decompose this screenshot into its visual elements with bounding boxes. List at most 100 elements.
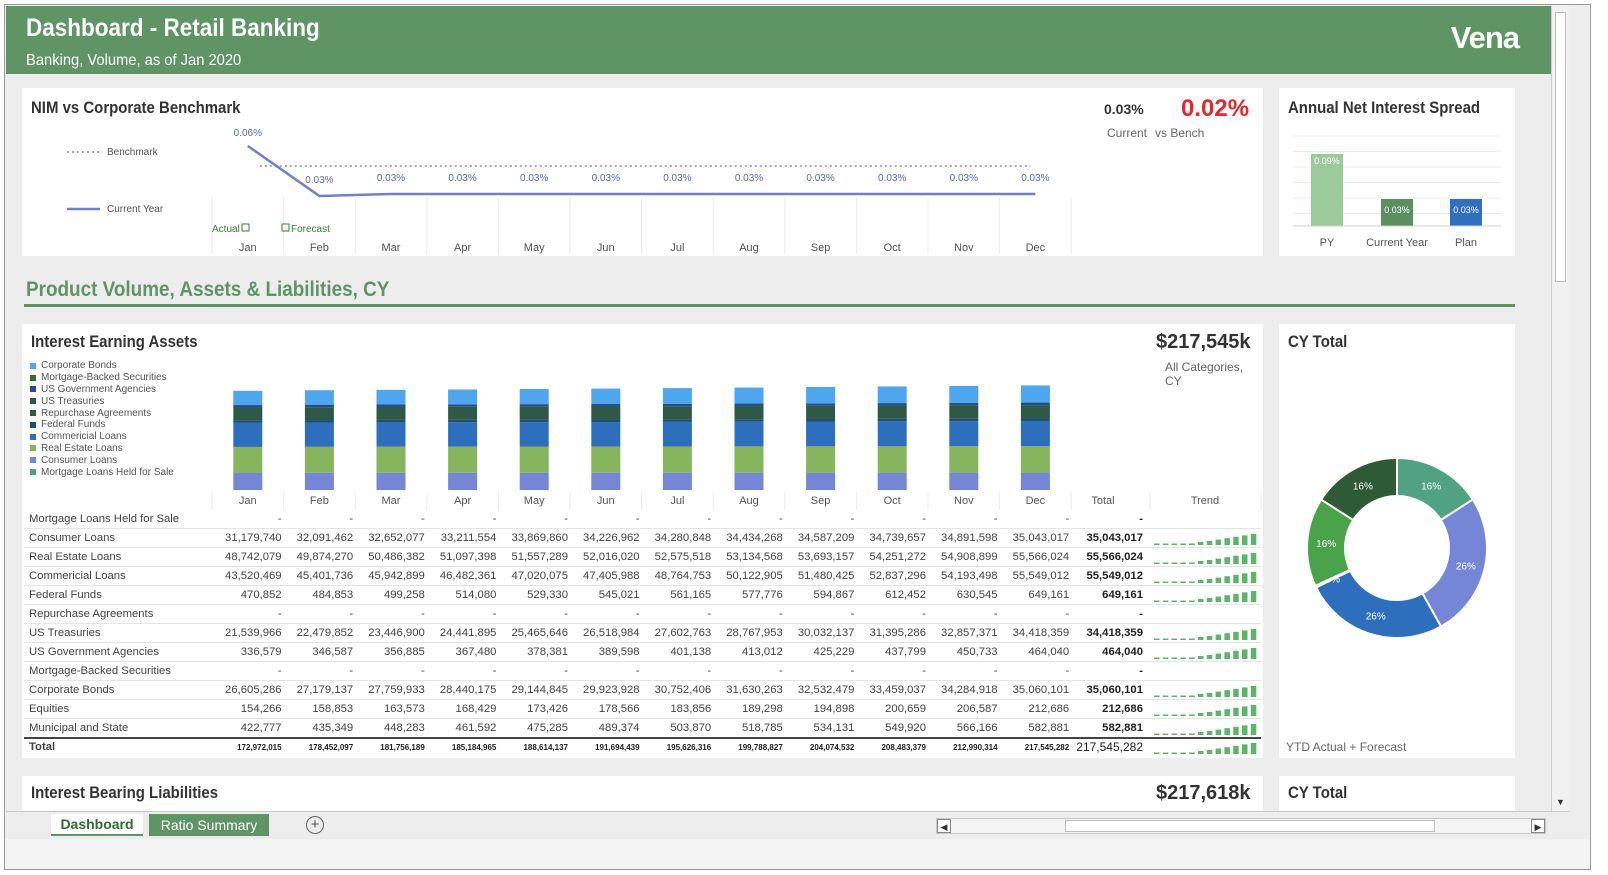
table-cell[interactable]: - (779, 513, 783, 525)
table-cell[interactable]: 48,742,079 (225, 551, 282, 563)
table-cell[interactable]: 55,566,024 (1012, 551, 1070, 563)
table-cell[interactable]: 53,693,157 (797, 551, 855, 563)
table-cell[interactable]: 34,280,848 (654, 532, 712, 544)
table-cell[interactable]: - (922, 513, 926, 525)
table-cell[interactable]: 27,602,763 (654, 627, 712, 639)
table-cell[interactable]: 32,091,462 (296, 532, 354, 544)
table-cell[interactable]: 183,856 (670, 703, 712, 715)
table-cell[interactable]: 51,480,425 (797, 570, 855, 582)
table-cell[interactable]: 577,776 (741, 589, 783, 601)
row-label[interactable]: Federal Funds (29, 589, 102, 601)
table-cell[interactable]: 499,258 (383, 589, 425, 601)
table-cell[interactable]: 630,545 (956, 589, 998, 601)
table-cell[interactable]: 206,587 (956, 703, 998, 715)
table-cell[interactable]: 163,573 (383, 703, 425, 715)
table-cell[interactable]: 489,374 (598, 722, 640, 734)
table-cell[interactable]: - (635, 513, 640, 525)
table-cell[interactable]: - (564, 513, 568, 525)
scroll-left-arrow[interactable]: ◀ (937, 819, 951, 833)
table-cell[interactable]: 549,920 (885, 722, 926, 734)
table-cell[interactable]: 545,021 (598, 589, 640, 601)
table-cell[interactable]: 181,756,189 (380, 743, 425, 752)
table-cell[interactable]: 518,785 (741, 722, 783, 734)
table-cell[interactable]: 336,579 (240, 646, 282, 658)
table-cell[interactable]: 158,853 (312, 703, 354, 715)
row-label[interactable]: Repurchase Agreements (29, 608, 154, 620)
table-cell[interactable]: 54,251,272 (869, 551, 926, 563)
table-cell[interactable]: 34,587,209 (797, 532, 855, 544)
table-cell[interactable]: 514,080 (455, 589, 497, 601)
table-cell[interactable]: 33,459,037 (869, 684, 926, 696)
row-label[interactable]: Mortgage-Backed Securities (29, 665, 171, 677)
table-cell[interactable]: 461,592 (455, 722, 497, 734)
table-cell[interactable]: 204,074,532 (809, 743, 855, 752)
table-cell[interactable]: 32,532,479 (797, 684, 855, 696)
table-cell[interactable]: 389,598 (598, 646, 640, 658)
table-cell[interactable]: - (564, 608, 568, 620)
table-cell[interactable]: 52,016,020 (583, 551, 640, 563)
table-cell[interactable]: 43,520,469 (225, 570, 282, 582)
scroll-right-arrow[interactable]: ▶ (1531, 819, 1545, 833)
table-cell[interactable]: 28,440,175 (439, 684, 497, 696)
table-cell[interactable]: 484,853 (312, 589, 354, 601)
table-cell[interactable]: 422,777 (240, 722, 282, 734)
table-cell[interactable]: 594,867 (813, 589, 855, 601)
table-cell[interactable]: 356,885 (383, 646, 425, 658)
row-label[interactable]: Mortgage Loans Held for Sale (29, 513, 180, 525)
row-label[interactable]: Municipal and State (29, 722, 129, 734)
row-total-cell[interactable]: 464,040 (1102, 646, 1143, 658)
table-cell[interactable]: 464,040 (1028, 646, 1070, 658)
vertical-scrollbar[interactable]: ▼ (1551, 6, 1569, 811)
table-cell[interactable]: - (707, 513, 712, 525)
row-total-cell[interactable]: 582,881 (1102, 722, 1143, 734)
table-cell[interactable]: - (707, 608, 712, 620)
row-total-cell[interactable]: 55,549,012 (1086, 570, 1143, 582)
table-cell[interactable]: 47,405,988 (583, 570, 640, 582)
table-cell[interactable]: - (993, 608, 998, 620)
table-cell[interactable]: 425,229 (813, 646, 855, 658)
table-cell[interactable]: 367,480 (455, 646, 497, 658)
row-total-cell[interactable]: 35,043,017 (1086, 532, 1143, 544)
table-cell[interactable]: 378,381 (527, 646, 568, 658)
table-cell[interactable]: - (492, 665, 497, 677)
table-cell[interactable]: - (922, 665, 926, 677)
table-cell[interactable]: - (492, 608, 497, 620)
table-cell[interactable]: 435,349 (312, 722, 354, 734)
table-cell[interactable]: 33,869,860 (511, 532, 568, 544)
row-total-cell[interactable]: 34,418,359 (1086, 627, 1143, 639)
table-cell[interactable]: 195,626,316 (666, 743, 712, 752)
table-cell[interactable]: - (1065, 665, 1070, 677)
total-row-label[interactable]: Total (29, 741, 56, 753)
table-cell[interactable]: 50,486,382 (368, 551, 425, 563)
table-cell[interactable]: 29,144,845 (511, 684, 568, 696)
table-cell[interactable]: 172,972,015 (237, 743, 282, 752)
row-total-cell[interactable]: - (1139, 665, 1143, 677)
table-cell[interactable]: - (635, 665, 640, 677)
row-label[interactable]: Commericial Loans (29, 570, 126, 582)
table-cell[interactable]: - (349, 513, 354, 525)
vertical-scroll-thumb[interactable] (1555, 12, 1566, 282)
table-cell[interactable]: 31,630,263 (726, 684, 783, 696)
table-cell[interactable]: 566,166 (956, 722, 998, 734)
table-cell[interactable]: 470,852 (240, 589, 282, 601)
table-cell[interactable]: - (635, 608, 640, 620)
table-cell[interactable]: 30,032,137 (797, 627, 855, 639)
table-cell[interactable]: - (1065, 608, 1070, 620)
table-cell[interactable]: - (277, 665, 282, 677)
table-cell[interactable]: - (277, 513, 282, 525)
table-cell[interactable]: 21,539,966 (225, 627, 282, 639)
table-cell[interactable]: 30,752,406 (654, 684, 712, 696)
row-label[interactable]: US Government Agencies (29, 646, 159, 658)
table-cell[interactable]: 448,283 (383, 722, 425, 734)
table-cell[interactable]: 212,686 (1028, 703, 1070, 715)
table-cell[interactable]: 475,285 (527, 722, 568, 734)
table-cell[interactable]: 649,161 (1028, 589, 1070, 601)
row-total-cell[interactable]: 55,566,024 (1086, 551, 1143, 563)
table-cell[interactable]: 53,134,568 (726, 551, 783, 563)
table-cell[interactable]: - (993, 665, 998, 677)
table-cell[interactable]: 51,557,289 (511, 551, 568, 563)
table-cell[interactable]: 26,605,286 (225, 684, 282, 696)
horizontal-scroll-thumb[interactable] (1065, 820, 1435, 832)
table-cell[interactable]: - (277, 608, 282, 620)
table-cell[interactable]: 173,426 (527, 703, 568, 715)
